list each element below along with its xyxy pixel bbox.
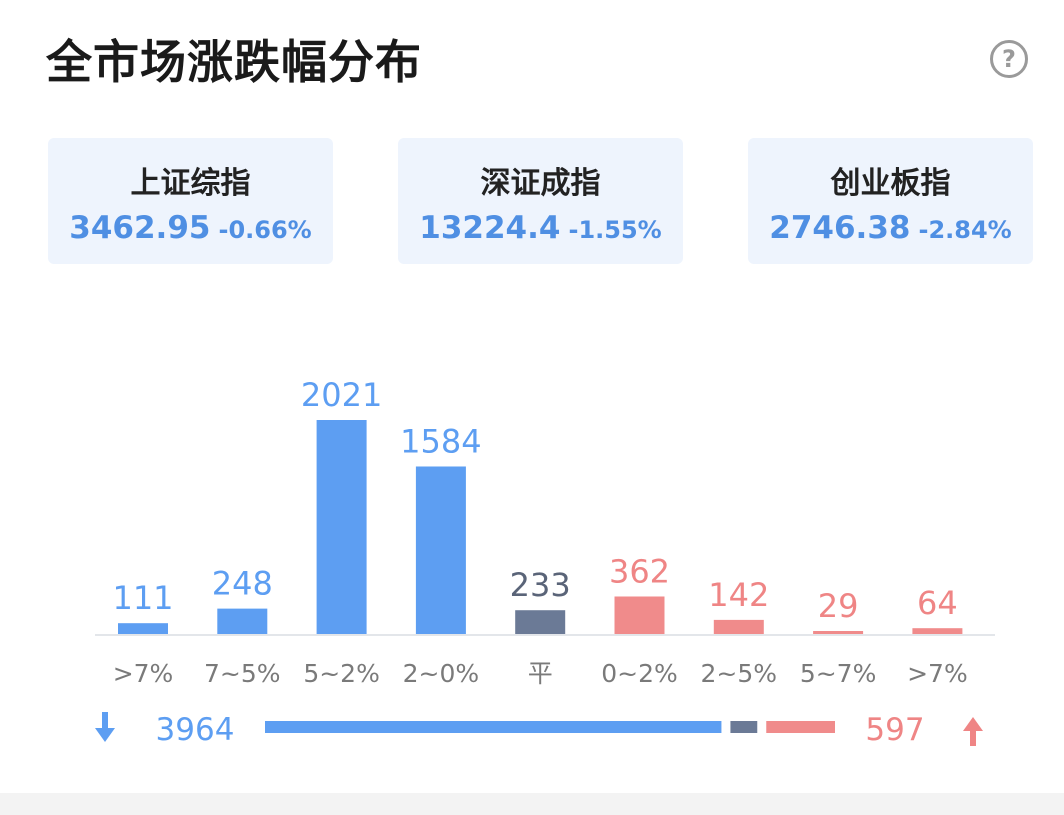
category-label: 0~2% bbox=[601, 659, 678, 688]
index-change: -2.84% bbox=[918, 216, 1012, 244]
bars-layer: 111 >7% 248 7~5% 2021 5~2% 1584 2~0% 233 平 362 0~2%… bbox=[112, 376, 967, 688]
category-label: 2~5% bbox=[701, 659, 778, 688]
bar bbox=[316, 420, 367, 635]
index-name: 创业板指 bbox=[830, 166, 951, 201]
bar-value-label: 142 bbox=[708, 576, 769, 614]
index-value: 13224.4 bbox=[419, 210, 561, 246]
index-value: 2746.38 bbox=[769, 210, 911, 246]
category-label: 5~2% bbox=[303, 659, 380, 688]
category-label: >7% bbox=[113, 659, 174, 688]
bar-value-label: 1584 bbox=[400, 422, 481, 460]
index-change: -1.55% bbox=[568, 216, 662, 244]
index-change: -0.66% bbox=[218, 216, 312, 244]
summary-bar-up bbox=[766, 721, 835, 733]
index-name: 深证成指 bbox=[480, 166, 601, 201]
bar-value-label: 2021 bbox=[301, 376, 382, 414]
bar bbox=[118, 623, 168, 635]
index-card-chinext[interactable]: 创业板指 2746.38 -2.84% bbox=[748, 138, 1033, 264]
distribution-chart: 111 >7% 248 7~5% 2021 5~2% 1584 2~0% 233 平 362 0~2%… bbox=[95, 376, 995, 748]
down-total: 3964 bbox=[156, 712, 235, 748]
bar bbox=[415, 466, 466, 635]
summary-bar-flat bbox=[730, 721, 758, 733]
category-label: 2~0% bbox=[403, 659, 480, 688]
index-card-shanghai[interactable]: 上证综指 3462.95 -0.66% bbox=[48, 138, 333, 264]
bar bbox=[912, 628, 963, 635]
bar-value-label: 64 bbox=[917, 584, 958, 622]
bar-value-label: 362 bbox=[609, 552, 670, 590]
category-label: 平 bbox=[528, 659, 553, 688]
up-total: 597 bbox=[865, 712, 924, 748]
bar bbox=[713, 619, 764, 635]
bar-value-label: 29 bbox=[818, 587, 859, 625]
bar bbox=[813, 631, 864, 635]
index-card-shenzhen[interactable]: 深证成指 13224.4 -1.55% bbox=[398, 138, 683, 264]
summary-layer: 3964 597 bbox=[95, 712, 983, 748]
index-value: 3462.95 bbox=[69, 210, 211, 246]
bar-value-label: 248 bbox=[212, 565, 273, 603]
bottom-divider bbox=[0, 793, 1064, 815]
bar bbox=[217, 608, 268, 635]
arrow-down-icon bbox=[95, 712, 115, 742]
page-title: 全市场涨跌幅分布 bbox=[46, 35, 422, 89]
index-name: 上证综指 bbox=[130, 166, 251, 201]
category-label: 7~5% bbox=[204, 659, 281, 688]
category-label: >7% bbox=[907, 659, 968, 688]
help-circle-icon[interactable]: ? bbox=[990, 40, 1028, 78]
bar bbox=[614, 596, 665, 635]
bar bbox=[515, 610, 566, 635]
arrow-up-icon bbox=[963, 717, 983, 746]
summary-bar-down bbox=[265, 721, 722, 733]
category-label: 5~7% bbox=[800, 659, 877, 688]
bar-value-label: 111 bbox=[112, 579, 173, 617]
bar-value-label: 233 bbox=[510, 566, 571, 604]
